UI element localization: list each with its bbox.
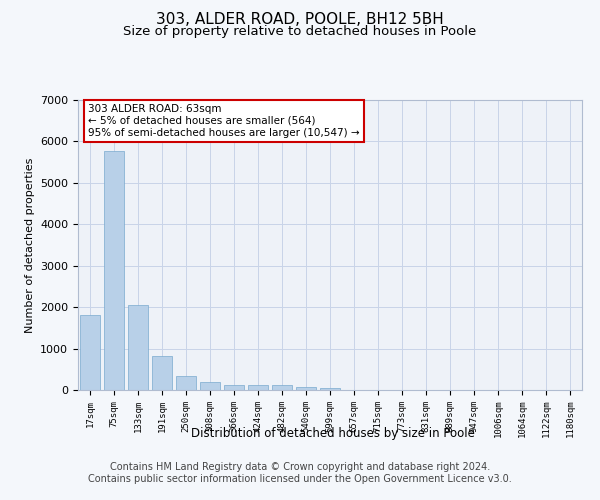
- Bar: [128, 304, 148, 390]
- Bar: [104, 150, 124, 390]
- Text: 303 ALDER ROAD: 63sqm
← 5% of detached houses are smaller (564)
95% of semi-deta: 303 ALDER ROAD: 63sqm ← 5% of detached h…: [88, 104, 360, 138]
- Bar: [320, 388, 340, 390]
- Text: 303, ALDER ROAD, POOLE, BH12 5BH: 303, ALDER ROAD, POOLE, BH12 5BH: [156, 12, 444, 28]
- Text: Distribution of detached houses by size in Poole: Distribution of detached houses by size …: [191, 428, 475, 440]
- Bar: [272, 386, 292, 390]
- Text: Size of property relative to detached houses in Poole: Size of property relative to detached ho…: [124, 25, 476, 38]
- Text: Contains public sector information licensed under the Open Government Licence v3: Contains public sector information licen…: [88, 474, 512, 484]
- Bar: [296, 386, 316, 390]
- Bar: [224, 385, 244, 390]
- Bar: [200, 382, 220, 390]
- Bar: [248, 386, 268, 390]
- Bar: [80, 316, 100, 390]
- Bar: [176, 376, 196, 390]
- Bar: [152, 356, 172, 390]
- Text: Contains HM Land Registry data © Crown copyright and database right 2024.: Contains HM Land Registry data © Crown c…: [110, 462, 490, 472]
- Y-axis label: Number of detached properties: Number of detached properties: [25, 158, 35, 332]
